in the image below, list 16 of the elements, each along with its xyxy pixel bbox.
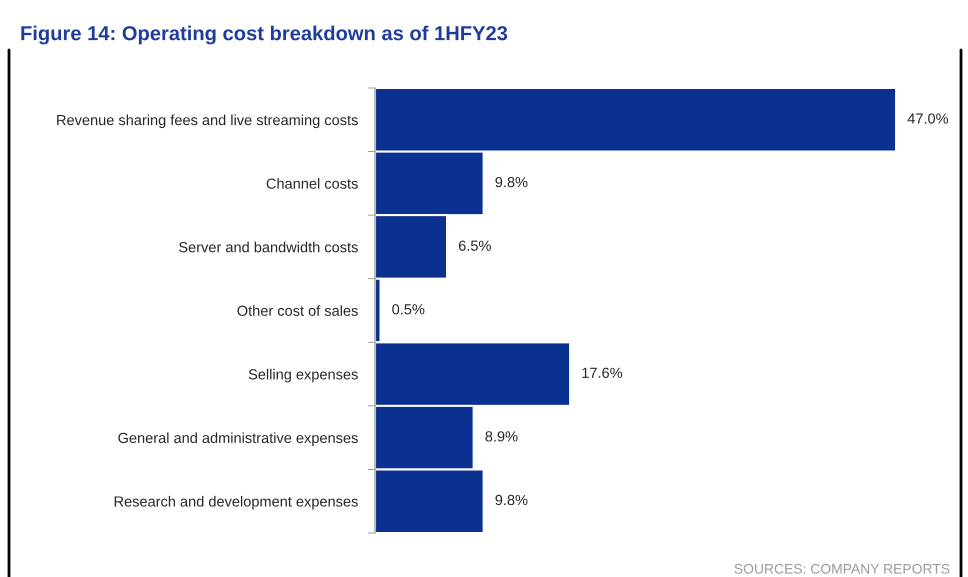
data-label: 9.8%	[495, 176, 528, 188]
data-label: 9.8%	[495, 494, 528, 506]
y-tick-label: Research and development expenses	[114, 496, 358, 510]
y-tick-label: Server and bandwidth costs	[179, 242, 358, 252]
data-label: 47.0%	[908, 113, 948, 124]
data-label: 8.9%	[485, 431, 518, 442]
data-label: 6.5%	[458, 240, 491, 251]
source-note: SOURCES: COMPANY REPORTS	[734, 564, 950, 574]
chart-title: Figure 14: Operating cost breakdown as of 1HFY23	[21, 26, 508, 44]
data-label: 17.6%	[582, 368, 622, 378]
y-tick-label: General and administrative expenses	[118, 432, 358, 446]
y-tick-label: Other cost of sales	[237, 305, 358, 316]
y-tick-label: Revenue sharing fees and live streaming costs	[57, 114, 358, 128]
data-label: 0.5%	[392, 304, 424, 314]
y-tick-label: Channel costs	[266, 178, 358, 189]
y-tick-label: Selling expenses	[248, 368, 358, 382]
